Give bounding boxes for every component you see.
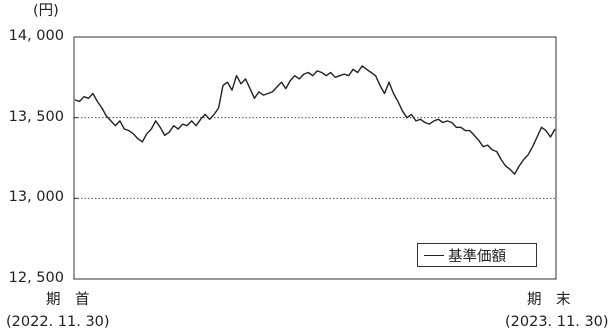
legend: 基準価額 — [417, 243, 537, 267]
legend-line-swatch — [424, 254, 444, 256]
grid-lines — [74, 117, 556, 199]
plot-area-frame — [73, 36, 557, 280]
y-axis-unit-label: (円) — [33, 3, 59, 19]
y-tick-label: 14, 000 — [8, 28, 64, 44]
y-tick-label: 13, 000 — [8, 189, 64, 206]
y-tick-label: 12, 500 — [8, 270, 64, 286]
y-tick-label: 13, 500 — [8, 108, 64, 125]
series-line-nav — [74, 65, 556, 175]
y-axis-ticks — [74, 36, 78, 280]
x-end-label: 期 末 — [527, 292, 571, 308]
x-start-label: 期 首 — [46, 292, 90, 308]
legend-label: 基準価額 — [448, 248, 506, 265]
x-end-date: (2023. 11. 30) — [505, 314, 609, 330]
x-start-date: (2022. 11. 30) — [6, 314, 110, 330]
